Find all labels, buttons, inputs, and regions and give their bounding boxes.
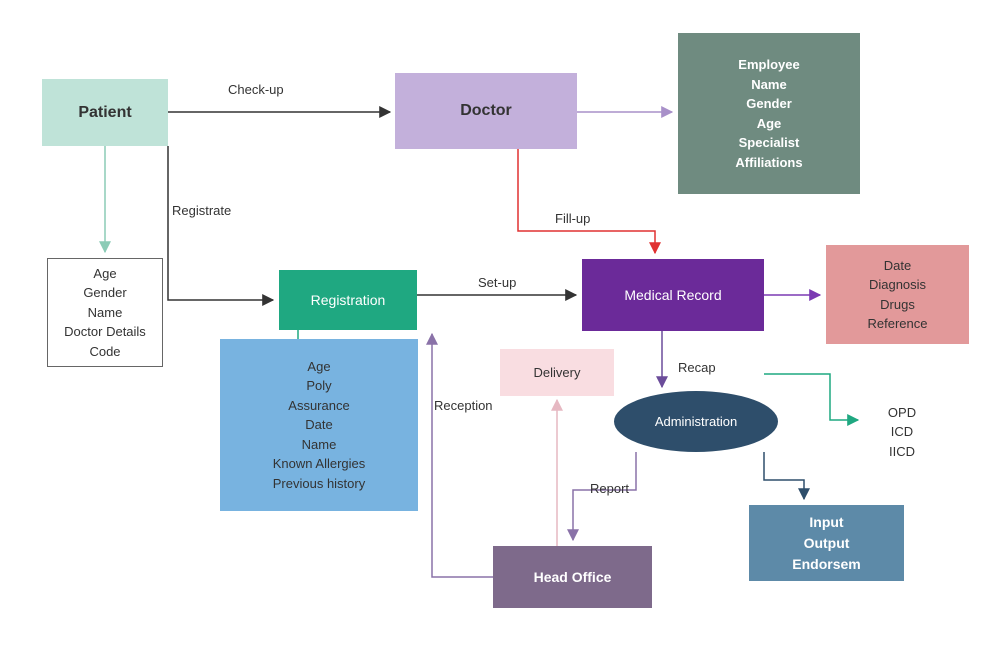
node-medicalRecord: Medical Record — [582, 259, 764, 331]
node-registration: Registration — [279, 270, 417, 330]
node-label: Delivery — [534, 363, 581, 383]
edge-headOffice-registration — [432, 334, 493, 577]
node-line: Affiliations — [735, 153, 802, 173]
node-inputBox: InputOutputEndorsem — [749, 505, 904, 581]
node-registrationDetails: AgePolyAssuranceDateNameKnown AllergiesP… — [220, 339, 418, 511]
node-line: Gender — [746, 94, 792, 114]
node-label: Doctor — [460, 99, 512, 123]
node-line: Employee — [738, 55, 799, 75]
node-employeeBox: EmployeeNameGenderAgeSpecialistAffiliati… — [678, 33, 860, 194]
node-doctor: Doctor — [395, 73, 577, 149]
node-line: Assurance — [288, 396, 349, 416]
node-headOffice: Head Office — [493, 546, 652, 608]
node-line: Age — [757, 114, 782, 134]
node-delivery: Delivery — [500, 349, 614, 396]
edge-administration-inputBox — [764, 452, 804, 499]
node-line: Output — [804, 533, 850, 554]
node-line: Age — [93, 264, 116, 284]
node-line: Name — [302, 435, 337, 455]
node-line: Endorsem — [792, 554, 860, 575]
node-label: Patient — [78, 101, 131, 125]
node-line: Gender — [83, 283, 126, 303]
node-patientDetails: AgeGenderNameDoctor DetailsCode — [47, 258, 163, 367]
node-line: Age — [307, 357, 330, 377]
node-label: Administration — [655, 412, 737, 432]
edge-label-administration-headOffice: Report — [590, 481, 629, 496]
node-line: Diagnosis — [869, 275, 926, 295]
node-label: Head Office — [534, 567, 612, 588]
node-line: ICD — [891, 422, 913, 442]
edge-administration-headOffice — [573, 452, 636, 540]
edge-label-patient-registration: Registrate — [172, 203, 231, 218]
edge-doctor-medicalRecord — [518, 149, 655, 253]
node-line: Date — [305, 415, 332, 435]
node-line: IICD — [889, 442, 915, 462]
node-line: Drugs — [880, 295, 915, 315]
node-line: Name — [88, 303, 123, 323]
node-patient: Patient — [42, 79, 168, 146]
node-opdBox: OPDICDIICD — [864, 402, 940, 462]
node-line: Code — [89, 342, 120, 362]
edge-label-medicalRecord-administration: Recap — [678, 360, 716, 375]
node-line: Known Allergies — [273, 454, 366, 474]
edge-patient-registration — [168, 146, 273, 300]
node-line: Input — [809, 512, 843, 533]
node-label: Medical Record — [624, 285, 721, 306]
edge-label-doctor-medicalRecord: Fill-up — [555, 211, 590, 226]
node-administration: Administration — [614, 391, 778, 452]
node-line: Previous history — [273, 474, 365, 494]
node-line: Name — [751, 75, 786, 95]
edge-label-registration-medicalRecord: Set-up — [478, 275, 516, 290]
node-line: Poly — [306, 376, 331, 396]
node-line: Doctor Details — [64, 322, 146, 342]
edge-medicalRecord-opdBox — [764, 374, 858, 420]
node-line: Reference — [868, 314, 928, 334]
node-line: OPD — [888, 403, 916, 423]
node-line: Date — [884, 256, 911, 276]
edge-label-headOffice-registration: Reception — [434, 398, 493, 413]
node-dateBox: DateDiagnosisDrugsReference — [826, 245, 969, 344]
node-label: Registration — [311, 290, 386, 311]
edge-label-patient-doctor: Check-up — [228, 82, 284, 97]
node-line: Specialist — [739, 133, 800, 153]
